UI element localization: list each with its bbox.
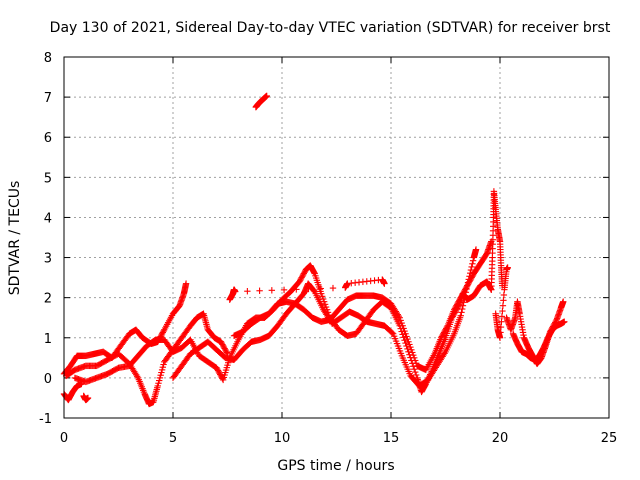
data-point [458,309,465,316]
data-point [500,291,508,299]
data-point [561,318,568,325]
data-point [459,302,467,309]
x-tick-label: 10 [274,431,291,446]
y-tick-label: 0 [44,372,52,387]
x-tick-label: 0 [60,431,68,446]
data-point [498,318,505,325]
y-tick-label: 2 [44,292,52,307]
data-point [231,288,239,295]
data-point [460,299,467,306]
y-tick-labels: -1 0 1 2 3 4 5 6 7 8 [39,51,52,427]
data-point [468,263,475,271]
y-tick-label: 1 [44,332,52,347]
y-tick-label: 4 [44,211,52,226]
data-point [244,288,251,295]
y-tick-label: 5 [44,171,52,186]
plot-frame [63,56,610,419]
series-track-c [80,392,92,404]
data-point [457,312,464,319]
data-point [280,286,288,294]
data-point [560,298,567,305]
data-point [263,92,270,100]
x-axis-label: GPS time / hours [277,458,394,474]
series-track-k [503,298,567,368]
y-tick-label: 3 [44,252,52,267]
data-point [459,305,466,313]
series-track-h [252,92,270,111]
data-point [497,323,505,331]
x-tick-label: 5 [169,431,177,446]
data-point [329,284,337,292]
data-point [305,285,312,293]
data-point [497,329,504,336]
data-point [268,287,276,294]
data-point [441,350,448,357]
data-point [412,371,420,379]
series-track-g [230,238,495,374]
data-point [400,334,407,341]
data-point [499,302,507,309]
data-points [60,92,568,408]
data-point [256,287,263,294]
data-point [399,331,406,338]
series-track-f [169,246,480,390]
y-axis-label: SDTVAR / TECUs [7,181,23,296]
data-point [133,373,141,380]
data-point [411,365,418,373]
y-tick-label: 6 [44,131,52,146]
data-point [469,257,477,264]
x-tick-label: 25 [601,431,618,446]
data-point [401,337,408,344]
data-point [395,312,402,320]
x-tick-label: 15 [383,431,400,446]
data-point [223,349,230,356]
series-track-b [60,380,85,404]
data-point [403,342,410,350]
series-track-m [226,276,388,303]
y-tick-label: 7 [44,91,52,106]
data-point [389,329,396,337]
series-track-l [509,318,568,364]
data-point [381,280,388,287]
data-point [182,280,190,287]
data-point [84,394,92,402]
data-point [402,339,409,347]
data-point [293,286,300,293]
data-point [443,323,451,331]
chart-title: Day 130 of 2021, Sidereal Day-to-day VTE… [50,20,611,36]
data-point [500,297,507,304]
data-point [499,307,506,315]
x-tick-labels: 0 5 10 15 20 25 [60,431,617,446]
data-point [472,246,480,253]
x-tick-label: 20 [492,431,509,446]
y-tick-label: 8 [44,51,52,66]
data-point [412,368,419,376]
data-point [496,334,504,341]
data-point [317,285,324,292]
series-track-j [492,264,511,341]
y-tick-label: -1 [39,412,52,427]
data-point [469,260,476,267]
data-point [504,264,511,271]
data-point [498,313,506,320]
data-point [219,375,226,382]
